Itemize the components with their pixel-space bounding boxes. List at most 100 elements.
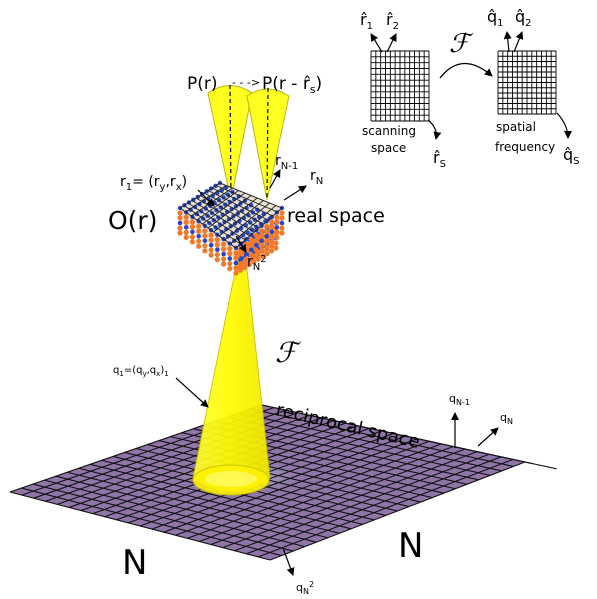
atom (234, 228, 240, 233)
plane-grid-line (269, 461, 526, 561)
object-grid-line (213, 197, 258, 233)
atom (269, 229, 275, 235)
plane-grid-line (222, 451, 478, 549)
atom (202, 248, 208, 254)
atom (279, 225, 285, 231)
atom (274, 229, 280, 235)
inset-diagram: r̂1 r̂2 q̂1 q̂2 ℱ scanning space r̂S spa… (360, 7, 580, 170)
atom (279, 230, 285, 236)
atom (273, 240, 279, 246)
spatial-label: spatial (496, 120, 536, 134)
object-grid-line (211, 187, 273, 217)
atom (177, 230, 183, 236)
atom (238, 261, 244, 267)
atom (196, 243, 202, 249)
atom (259, 233, 265, 239)
qN1-label: qN-1 (449, 392, 470, 407)
atom (264, 243, 270, 249)
qN-label: qN (500, 411, 513, 426)
atom (202, 243, 208, 249)
plane-grid-line (234, 453, 490, 552)
inset-r2-label: r̂2 (386, 10, 399, 32)
atom (259, 248, 265, 254)
atom (189, 219, 195, 225)
atom (269, 243, 275, 249)
atom (183, 229, 189, 235)
atom (177, 210, 183, 216)
atom (274, 219, 280, 225)
atom (269, 234, 275, 240)
fourier-symbol: ℱ (275, 336, 302, 369)
plane-grid-line (151, 435, 406, 530)
atom (177, 220, 183, 226)
atom (233, 250, 239, 256)
atom (183, 225, 189, 230)
probe-labels: P(r) - - -> P(r - r̂s) (187, 74, 322, 96)
atom (253, 247, 259, 253)
atom (259, 243, 265, 249)
atom (260, 253, 266, 259)
atom (177, 215, 183, 221)
atom (196, 228, 202, 234)
atom (233, 260, 239, 266)
atom (227, 266, 233, 272)
atom (279, 210, 285, 216)
atom (255, 256, 261, 262)
atom (196, 238, 202, 244)
inset-rs-label: r̂S (433, 148, 446, 170)
plane-grid-line (210, 448, 466, 546)
atom (221, 246, 227, 252)
frequency-label: frequency (495, 140, 555, 154)
object-crystal (177, 180, 285, 276)
atom (274, 214, 280, 220)
n-left-label: N (122, 543, 147, 583)
atom (221, 241, 227, 247)
atom (253, 232, 259, 238)
atom (238, 256, 244, 261)
atom (264, 223, 270, 229)
plane-grid-line (198, 445, 454, 542)
atom (208, 252, 214, 258)
atom (248, 257, 254, 263)
atom (214, 252, 220, 258)
q1-label: q1=(qy,qx)1 (113, 365, 169, 378)
atom (253, 252, 259, 258)
atom (237, 218, 242, 223)
atom (221, 251, 226, 257)
atom (233, 265, 239, 271)
object-grid-line (215, 185, 278, 213)
atom (208, 237, 214, 243)
atom (227, 256, 233, 261)
atom (189, 239, 195, 245)
space-label: space (371, 141, 406, 155)
atom (190, 229, 195, 235)
plane-grid-extension (524, 461, 557, 470)
atom (269, 248, 275, 254)
object-grid-line (207, 190, 269, 221)
object-labels: r1= (ry,rx) rN-1 rN O(r) real space rN2 (108, 153, 385, 273)
atom (215, 247, 220, 252)
atom (254, 242, 259, 248)
n-right-label: N (398, 526, 423, 566)
atom (227, 246, 233, 252)
atom (177, 225, 183, 231)
atom (269, 224, 275, 230)
atom (279, 215, 285, 221)
rN2-label: rN2 (247, 254, 267, 273)
plane-grid-line (238, 412, 502, 472)
atom (197, 201, 202, 207)
atom (221, 256, 227, 262)
plane-grid-line (250, 408, 514, 467)
atom (208, 247, 214, 253)
atom (248, 237, 254, 243)
object-grid-line (207, 195, 252, 229)
atom (243, 241, 249, 247)
atom (243, 256, 249, 262)
object-label: O(r) (108, 206, 157, 235)
rN1-label: rN-1 (275, 153, 298, 172)
atom (253, 237, 259, 243)
probe-label-right: P(r - r̂s) (262, 74, 322, 96)
inset-fourier-symbol: ℱ (449, 29, 474, 59)
